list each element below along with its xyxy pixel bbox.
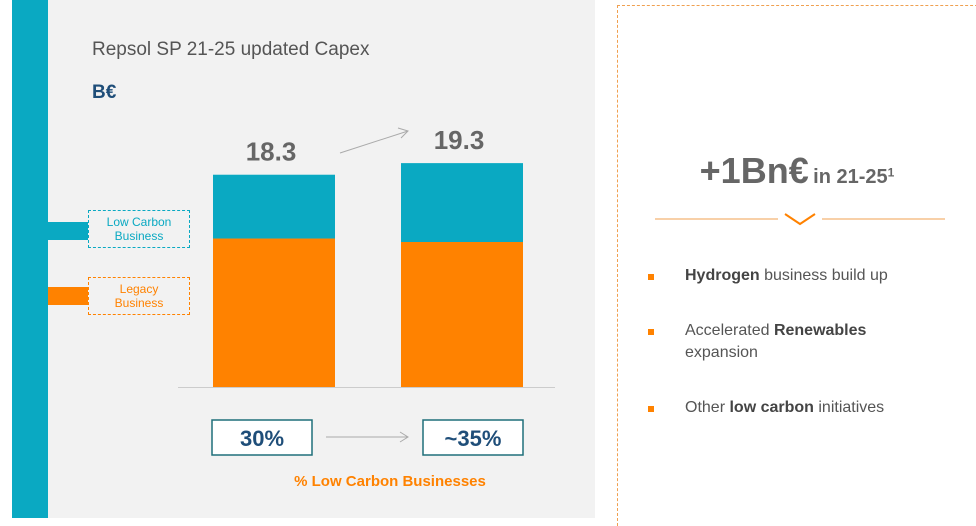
bar-segment <box>213 238 335 387</box>
chart-title: Repsol SP 21-25 updated Capex <box>92 39 370 60</box>
bullet-text: Accelerated <box>685 322 774 339</box>
highlight-panel <box>617 5 976 526</box>
legend-stub <box>48 222 88 240</box>
bullet-text: Other <box>685 399 730 416</box>
bullet-text: expansion <box>685 322 871 361</box>
bullet-marker <box>648 406 654 412</box>
bullet-text: initiatives <box>813 399 885 416</box>
share-label: 30% <box>240 426 284 451</box>
bullet-marker <box>648 329 654 335</box>
total-label: 19.3 <box>434 125 485 155</box>
bar-segment <box>401 163 523 242</box>
legend-entry: Low Carbon Business <box>88 210 190 248</box>
bar-segment <box>213 174 335 239</box>
bullet-marker <box>648 274 654 280</box>
bullet: Accelerated Renewables expansion <box>685 320 935 364</box>
chart: Repsol SP 21-25 updated Capex B€ % Low C… <box>48 39 555 490</box>
shares-label: % Low Carbon Businesses <box>294 473 486 490</box>
bullet-text: business build up <box>759 267 888 284</box>
arrow <box>339 130 409 154</box>
legend-entry: Legacy Business <box>88 277 190 315</box>
legend-stub <box>48 287 88 305</box>
bullet: Other low carbon initiatives <box>685 397 935 419</box>
share-label: ~35% <box>445 426 502 451</box>
bullet-text: Hydrogen <box>685 267 760 284</box>
headline-period: in 21-25 <box>813 166 888 188</box>
share-box <box>422 419 524 456</box>
share-box <box>211 419 313 456</box>
bullet: Hydrogen business build up <box>685 265 935 287</box>
accent-stripe <box>12 0 48 518</box>
bullet-text: Renewables <box>773 322 867 339</box>
arrow-head <box>397 127 409 139</box>
bullet-text: low carbon <box>729 399 814 416</box>
bar-segment <box>401 242 523 387</box>
unit-label: B€ <box>92 82 117 103</box>
total-label: 18.3 <box>246 137 297 167</box>
footnote-mark: 1 <box>887 165 895 180</box>
headline: +1Bn€ in 21-251 <box>617 150 976 192</box>
arrow-head <box>399 431 409 443</box>
headline-main: +1Bn€ <box>699 150 809 191</box>
